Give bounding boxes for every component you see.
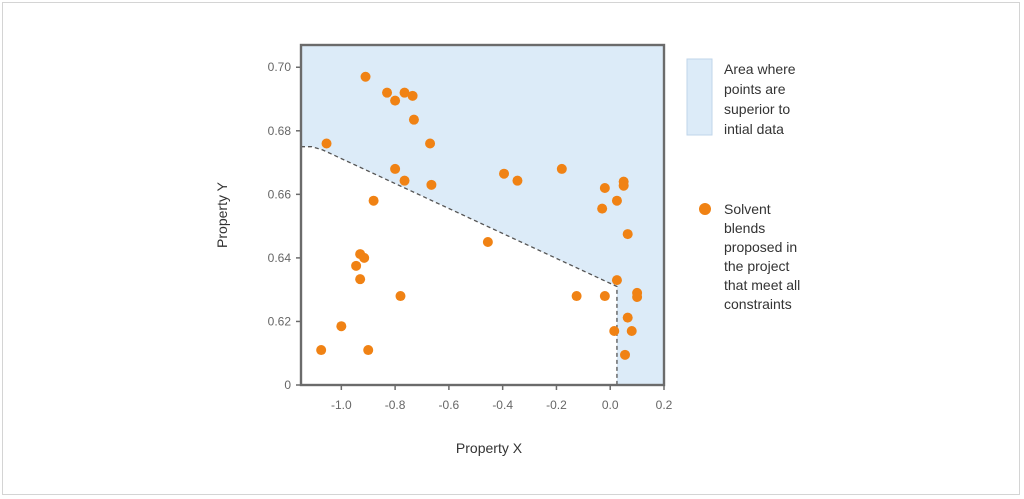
y-tick-label: 0.70 bbox=[268, 60, 292, 74]
data-point bbox=[359, 252, 370, 263]
y-tick-label: 0.68 bbox=[268, 124, 292, 138]
data-point bbox=[399, 175, 410, 186]
legend-points-line: that meet all bbox=[724, 277, 800, 293]
legend-points-line: constraints bbox=[724, 296, 792, 312]
data-point bbox=[611, 195, 622, 206]
data-point bbox=[626, 325, 637, 336]
data-point bbox=[407, 90, 418, 101]
data-point bbox=[556, 163, 567, 174]
data-point bbox=[363, 345, 374, 356]
data-point bbox=[336, 321, 347, 332]
x-tick-label: -1.0 bbox=[331, 398, 352, 412]
data-point bbox=[622, 229, 633, 240]
legend-area-swatch bbox=[686, 58, 713, 136]
axis-ticks: -1.0 -0.8 -0.6 -0.4 -0.2 0.0 0.2 0 0.62 0.64 0.66 0… bbox=[268, 60, 673, 412]
superior-area-region bbox=[301, 45, 664, 385]
data-point bbox=[611, 275, 622, 286]
data-point bbox=[355, 274, 366, 285]
data-point bbox=[426, 179, 437, 190]
data-point bbox=[599, 182, 610, 193]
legend-points-line: proposed in bbox=[724, 239, 797, 255]
data-point bbox=[360, 71, 371, 82]
x-tick-label: -0.8 bbox=[385, 398, 406, 412]
legend-area-line: superior to bbox=[724, 101, 790, 117]
data-point bbox=[321, 138, 332, 149]
data-point bbox=[399, 87, 410, 98]
data-point bbox=[382, 87, 393, 98]
y-axis-title: Property Y bbox=[214, 181, 230, 248]
x-tick-label: -0.4 bbox=[492, 398, 513, 412]
data-point bbox=[316, 345, 327, 356]
data-point bbox=[620, 349, 631, 360]
y-tick-label: 0.62 bbox=[268, 314, 292, 328]
legend-area-line: intial data bbox=[724, 121, 784, 137]
data-point bbox=[512, 175, 523, 186]
legend-area-label: Area where points are superior to intial… bbox=[724, 61, 799, 137]
x-tick-label: 0.2 bbox=[656, 398, 673, 412]
data-point bbox=[390, 163, 401, 174]
legend-points-line: Solvent bbox=[724, 201, 771, 217]
y-tick-label: 0 bbox=[284, 378, 291, 392]
data-point bbox=[571, 291, 582, 302]
y-tick-label: 0.64 bbox=[268, 251, 292, 265]
data-point bbox=[368, 195, 379, 206]
legend-point-marker bbox=[699, 203, 711, 215]
data-points bbox=[316, 71, 643, 360]
legend-points-line: the project bbox=[724, 258, 789, 274]
legend-area-line: points are bbox=[724, 81, 786, 97]
data-point bbox=[599, 291, 610, 302]
data-point bbox=[597, 203, 608, 214]
data-point bbox=[482, 237, 493, 248]
y-tick-label: 0.66 bbox=[268, 187, 292, 201]
data-point bbox=[622, 312, 633, 323]
x-axis-title: Property X bbox=[456, 440, 523, 456]
legend-points-line: blends bbox=[724, 220, 765, 236]
data-point bbox=[425, 138, 436, 149]
boundary-line bbox=[301, 146, 618, 385]
data-point bbox=[499, 168, 510, 179]
x-tick-label: 0.0 bbox=[602, 398, 619, 412]
data-point bbox=[632, 291, 643, 302]
legend-area-line: Area where bbox=[724, 61, 796, 77]
legend-points-label: Solvent blends proposed in the project t… bbox=[724, 201, 804, 312]
x-tick-label: -0.2 bbox=[546, 398, 567, 412]
data-point bbox=[395, 291, 406, 302]
data-point bbox=[609, 325, 620, 336]
data-point bbox=[390, 95, 401, 106]
x-tick-label: -0.6 bbox=[439, 398, 460, 412]
data-point bbox=[408, 114, 419, 125]
data-point bbox=[351, 260, 362, 271]
plot-frame bbox=[299, 43, 666, 387]
data-point bbox=[618, 180, 629, 191]
